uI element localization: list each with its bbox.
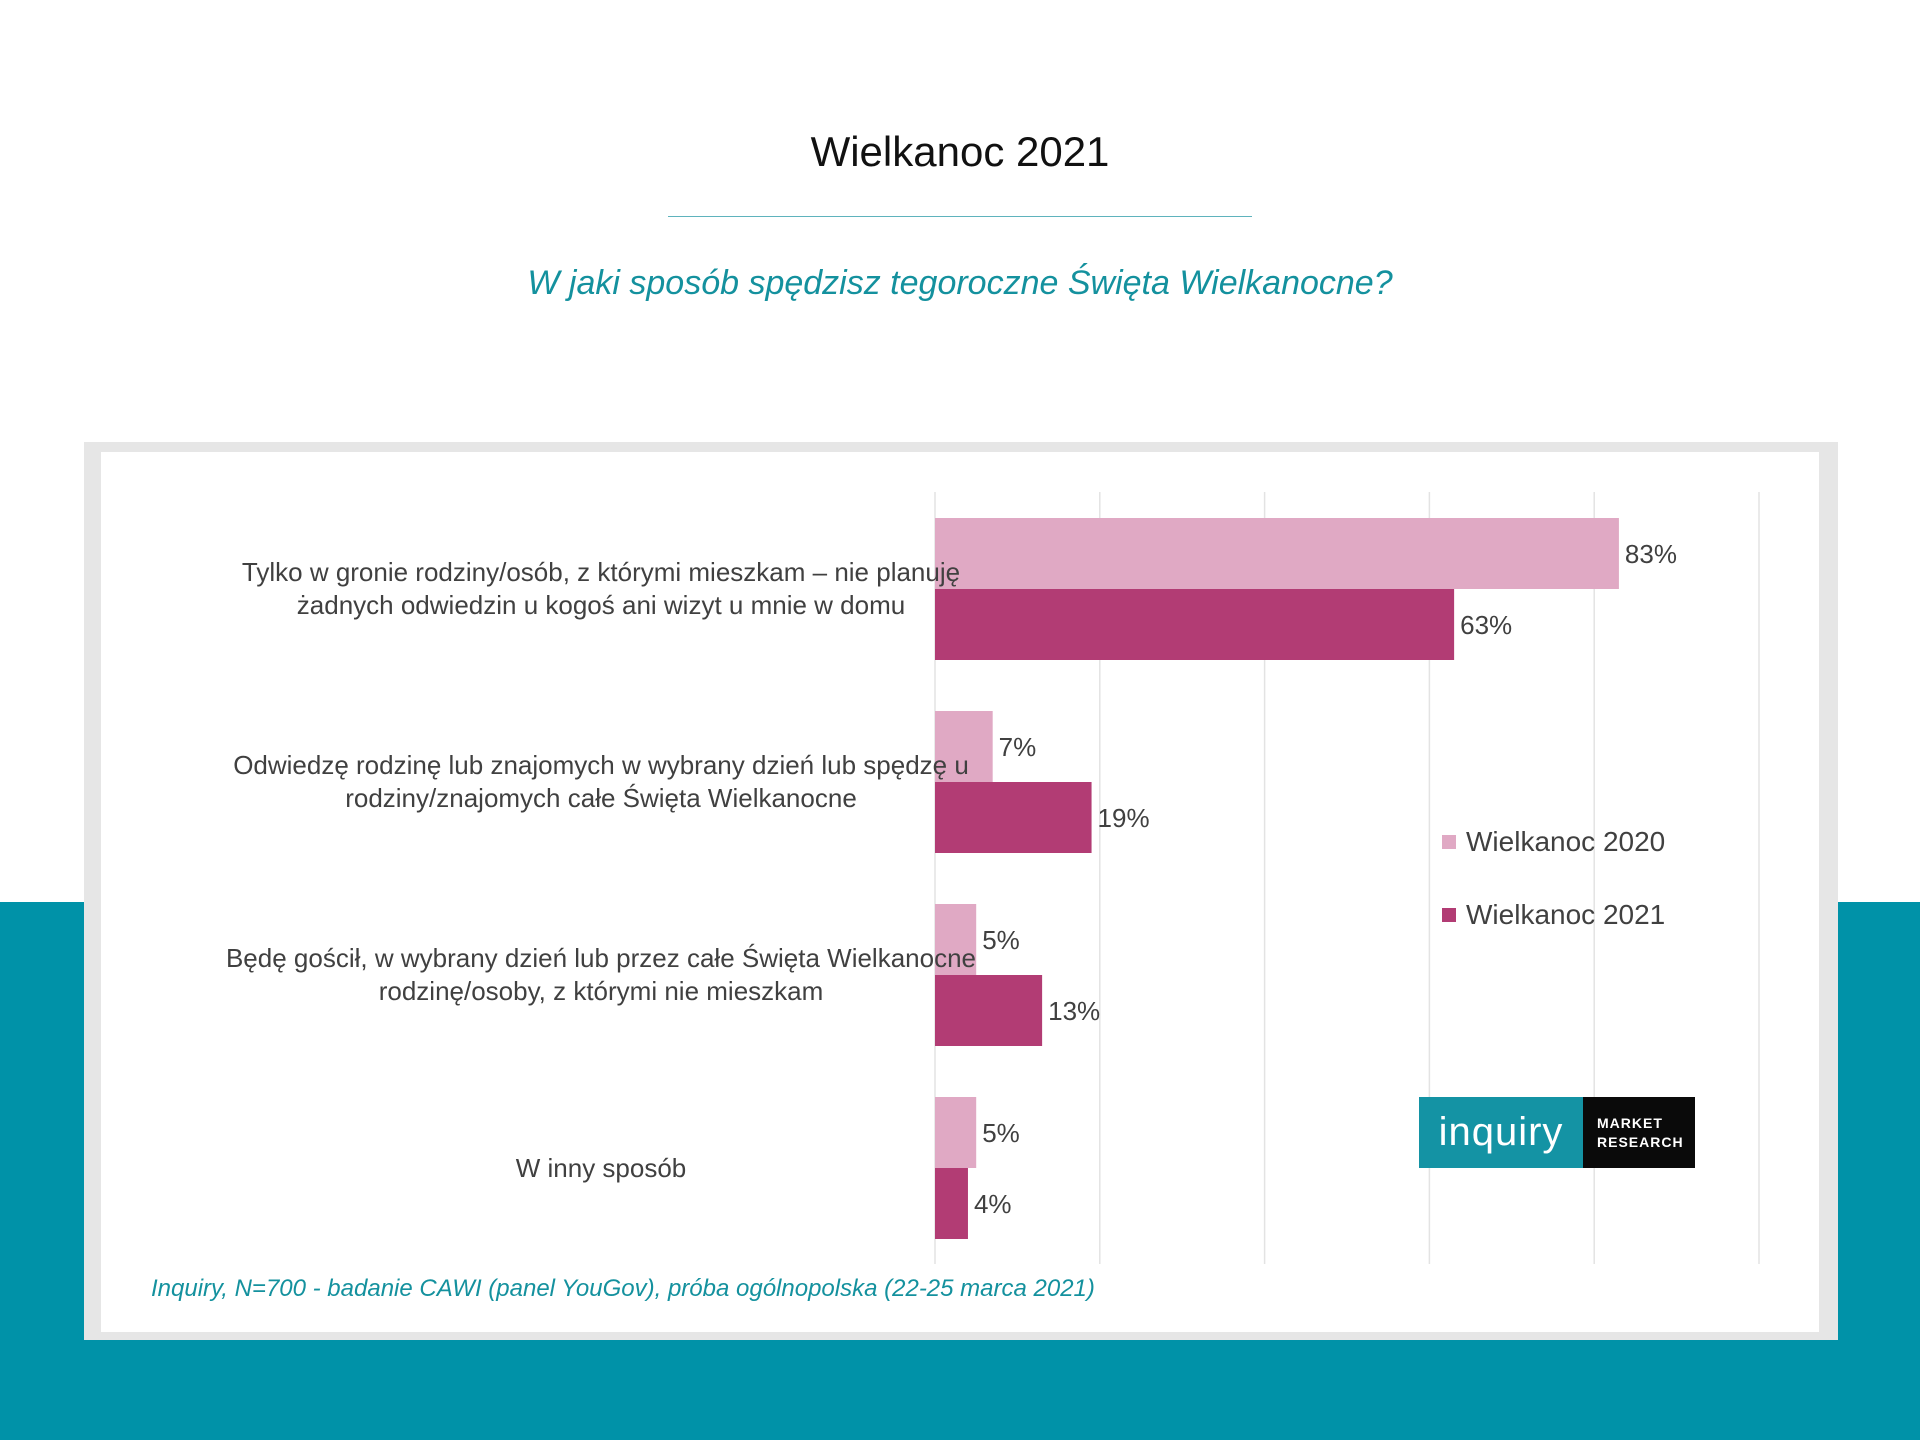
chart-canvas bbox=[934, 492, 1760, 1264]
category-label-1-line-1: Tylko w gronie rodziny/osób, z którymi m… bbox=[241, 557, 961, 587]
inquiry-logo: inquiry MARKET RESEARCH bbox=[1419, 1097, 1695, 1168]
logo-wordmark: inquiry bbox=[1419, 1097, 1583, 1168]
category-label-4: W inny sposób bbox=[191, 1152, 1011, 1185]
category-label-3-line-1: Będę gościł, w wybrany dzień lub przez c… bbox=[225, 943, 977, 973]
legend-label-2020: Wielkanoc 2020 bbox=[1466, 826, 1666, 857]
bar-2021-cat1 bbox=[935, 589, 1455, 660]
legend-swatch-2020 bbox=[1442, 835, 1456, 849]
legend-item-2021: Wielkanoc 2021 bbox=[1442, 895, 1665, 935]
logo-side-line1: MARKET bbox=[1597, 1114, 1663, 1131]
category-label-1: Tylko w gronie rodziny/osób, z którymi m… bbox=[191, 556, 1011, 622]
category-label-3-line-2: rodzinę/osoby, z którymi nie mieszkam bbox=[378, 976, 824, 1006]
category-label-1-line-2: żadnych odwiedzin u kogoś ani wizyt u mn… bbox=[296, 590, 906, 620]
question-subtitle: W jaki sposób spędzisz tegoroczne Święta… bbox=[527, 264, 1393, 302]
title-divider bbox=[668, 216, 1252, 217]
legend-swatch-2021 bbox=[1442, 908, 1456, 922]
bar-2020-cat1 bbox=[935, 518, 1619, 589]
category-label-4-line-1: W inny sposób bbox=[515, 1152, 687, 1183]
bar-chart: Tylko w gronie rodziny/osób, z którymi m… bbox=[101, 452, 1819, 1332]
bar-2020-cat3 bbox=[935, 904, 977, 975]
value-label-2021-cat4: 4% bbox=[973, 1188, 1012, 1219]
category-label-2: Odwiedzę rodzinę lub znajomych w wybrany… bbox=[191, 749, 1011, 815]
category-label-2-line-1: Odwiedzę rodzinę lub znajomych w wybrany… bbox=[233, 750, 969, 780]
logo-side-line2: RESEARCH bbox=[1597, 1133, 1684, 1150]
value-label-2020-cat1: 83% bbox=[1624, 538, 1677, 569]
category-label-3: Będę gościł, w wybrany dzień lub przez c… bbox=[191, 942, 1011, 1008]
legend-label-2021: Wielkanoc 2021 bbox=[1466, 899, 1666, 930]
value-label-2020-cat2: 7% bbox=[998, 731, 1037, 762]
bar-2021-cat3 bbox=[935, 975, 1043, 1046]
bar-2021-cat2 bbox=[935, 782, 1092, 853]
page-title: Wielkanoc 2021 bbox=[810, 128, 1110, 175]
logo-market-research: MARKET RESEARCH bbox=[1583, 1097, 1695, 1168]
bar-2020-cat4 bbox=[935, 1097, 977, 1168]
value-label-2021-cat3: 13% bbox=[1048, 995, 1101, 1026]
value-label-2021-cat1: 63% bbox=[1460, 609, 1513, 640]
legend-item-2020: Wielkanoc 2020 bbox=[1442, 822, 1665, 862]
category-label-2-line-2: rodziny/znajomych całe Święta Wielkanocn… bbox=[345, 783, 857, 813]
bar-2021-cat4 bbox=[935, 1168, 968, 1239]
bar-2020-cat2 bbox=[935, 711, 993, 782]
value-label-2020-cat4: 5% bbox=[982, 1117, 1020, 1148]
value-label-2020-cat3: 5% bbox=[982, 924, 1020, 955]
source-footnote: Inquiry, N=700 - badanie CAWI (panel You… bbox=[151, 1275, 1095, 1302]
value-label-2021-cat2: 19% bbox=[1097, 802, 1150, 833]
